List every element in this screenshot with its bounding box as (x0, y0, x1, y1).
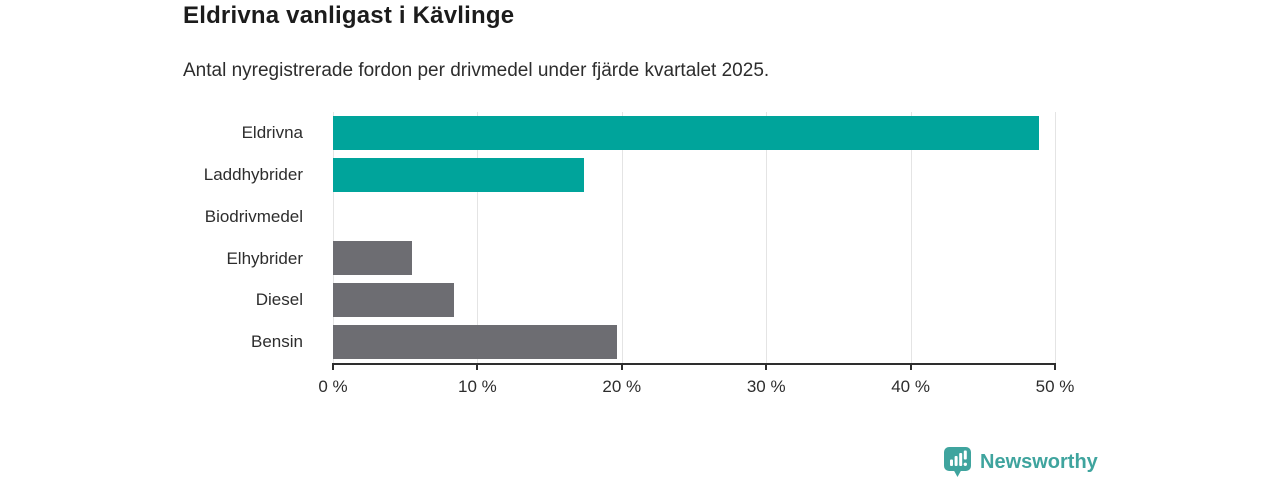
bar-laddhybrider (333, 157, 585, 192)
category-label-biodrivmedel: Biodrivmedel (204, 206, 303, 226)
x-tick-label-20: 20 % (602, 377, 642, 396)
bar-elhybrider (333, 241, 413, 276)
category-label-elhybrider: Elhybrider (226, 248, 303, 268)
newsworthy-wordmark: Newsworthy (980, 450, 1098, 473)
plot-area: 0 % 10 % 20 % 30 % 40 % 50 % (318, 112, 1074, 396)
gridline-20 (621, 112, 623, 363)
gridline-50 (1055, 112, 1056, 363)
bar-bensin (333, 325, 618, 360)
x-tick-40 (909, 363, 912, 370)
newsworthy-bar-chart-pin-icon (944, 447, 971, 477)
category-label-diesel: Diesel (255, 290, 303, 310)
newsworthy-logo: Newsworthy (944, 446, 1098, 478)
x-tick-50 (1054, 363, 1056, 370)
x-tick-20 (620, 363, 623, 370)
bar-diesel (333, 283, 455, 318)
category-label-bensin: Bensin (251, 332, 303, 352)
gridline-0 (333, 112, 334, 363)
y-axis-category-labels: Eldrivna Laddhybrider Biodrivmedel Elhybrid… (0, 112, 318, 363)
chart-subtitle: Antal nyregistrerade fordon per drivmede… (183, 60, 770, 81)
chart-title: Eldrivna vanligast i Kävlinge (183, 2, 515, 29)
bar-eldrivna (333, 115, 1040, 150)
x-tick-0 (332, 363, 334, 370)
gridline-40 (910, 112, 912, 363)
x-tick-label-10: 10 % (458, 377, 497, 396)
x-axis-line (333, 363, 1055, 365)
gridline-10 (477, 112, 479, 363)
gridline-30 (766, 112, 768, 363)
x-tick-30 (765, 363, 768, 370)
category-label-eldrivna: Eldrivna (241, 123, 303, 142)
category-label-laddhybrider: Laddhybrider (203, 164, 303, 184)
x-tick-10 (476, 363, 479, 370)
x-tick-label-40: 40 % (891, 377, 930, 396)
x-tick-label-0: 0 % (318, 377, 348, 396)
x-tick-label-30: 30 % (746, 377, 786, 396)
x-tick-label-50: 50 % (1035, 377, 1075, 396)
